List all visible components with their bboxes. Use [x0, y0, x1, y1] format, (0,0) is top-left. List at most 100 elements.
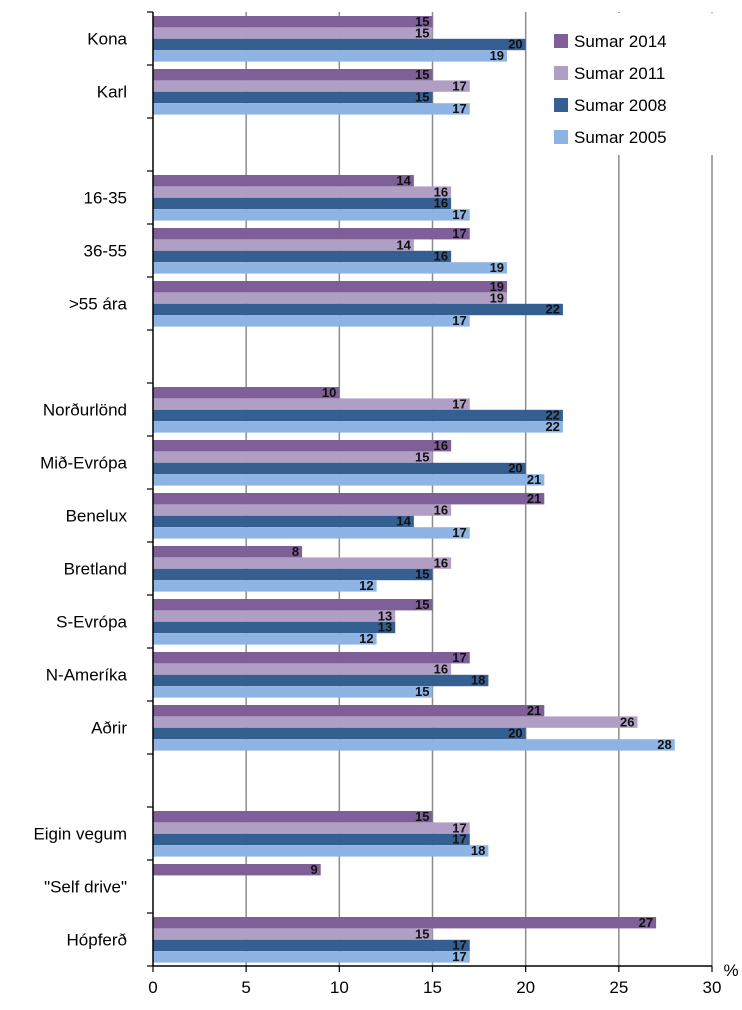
legend-label: Sumar 2008	[574, 96, 667, 115]
x-tick-label: 25	[609, 978, 628, 997]
bar-value-label: 17	[452, 650, 466, 665]
gridlines	[245, 12, 713, 966]
legend-swatch	[554, 98, 568, 112]
x-axis-ticks: 0 5 10 15 20 25 30	[148, 978, 721, 997]
bar-value-label: 17	[452, 820, 466, 835]
bar-value-label: 12	[359, 578, 373, 593]
bar-value-label: 22	[545, 419, 559, 434]
bar	[153, 504, 452, 516]
bar-value-label: 19	[490, 290, 504, 305]
bar-value-label: 19	[490, 260, 504, 275]
x-tick-label: 5	[241, 978, 250, 997]
category-labels: Kona Karl 16-35 36-55 >55 ára Norðurlönd Mið-E…	[33, 30, 127, 950]
bar-value-label: 17	[452, 938, 466, 953]
bar-value-label: 15	[415, 67, 429, 82]
bar-value-label: 22	[545, 408, 559, 423]
bar-value-label: 17	[452, 101, 466, 116]
bar-value-label: 17	[452, 525, 466, 540]
bar	[153, 38, 526, 51]
x-tick-label: 0	[148, 978, 157, 997]
bar-value-label: 16	[434, 502, 448, 517]
bar-value-label: 21	[527, 491, 541, 506]
bar-value-label: 17	[452, 313, 466, 328]
bar	[153, 822, 470, 834]
x-tick-label: 30	[703, 978, 722, 997]
bar	[153, 250, 452, 263]
bar	[153, 833, 470, 846]
bar-value-label: 8	[292, 544, 299, 559]
bar	[153, 474, 545, 486]
bar	[153, 610, 396, 622]
x-tick-label: 15	[423, 978, 442, 997]
bar-value-label: 18	[471, 843, 485, 858]
category-label: Norðurlönd	[43, 401, 127, 420]
bar	[153, 80, 470, 92]
category-label: >55 ára	[69, 295, 128, 314]
bar-value-label: 16	[434, 438, 448, 453]
category-label: Benelux	[66, 507, 128, 526]
bar-value-label: 27	[639, 915, 653, 930]
bar	[153, 409, 563, 422]
bar	[153, 387, 340, 399]
bar-value-label: 12	[359, 631, 373, 646]
bar-value-label: 13	[378, 620, 392, 635]
bar-value-label: 15	[415, 597, 429, 612]
bar-value-label: 20	[508, 37, 522, 52]
bar-value-label: 15	[415, 90, 429, 105]
bar-value-label: 17	[452, 396, 466, 411]
bar-value-label: 17	[452, 78, 466, 93]
bar	[153, 599, 433, 611]
bar-value-label: 15	[415, 25, 429, 40]
bar-value-label: 15	[415, 14, 429, 29]
legend-swatch	[554, 130, 568, 144]
bar	[153, 739, 675, 751]
bar	[153, 262, 508, 274]
category-label: Kona	[87, 30, 127, 49]
bar-value-label: 28	[657, 737, 671, 752]
bar	[153, 440, 452, 452]
bar	[153, 686, 433, 698]
bar	[153, 175, 414, 187]
category-label: 36-55	[84, 242, 127, 261]
bar-value-label: 16	[434, 184, 448, 199]
bar-value-label: 15	[415, 926, 429, 941]
category-label: S-Evrópa	[56, 613, 127, 632]
bar-value-label: 26	[620, 714, 634, 729]
bar-value-label: 14	[396, 173, 411, 188]
bar-value-label: 21	[527, 472, 541, 487]
bar-value-label: 21	[527, 703, 541, 718]
category-label: 16-35	[84, 189, 127, 208]
legend-background	[541, 13, 713, 155]
legend-label: Sumar 2005	[574, 128, 667, 147]
bar	[153, 281, 508, 293]
bar-value-label: 16	[434, 661, 448, 676]
bar	[153, 103, 470, 115]
bar-value-label: 19	[490, 48, 504, 63]
bar	[153, 557, 452, 569]
bar	[153, 951, 470, 963]
category-label: Karl	[97, 83, 127, 102]
legend-label: Sumar 2011	[574, 64, 665, 83]
category-label: Mið-Evrópa	[40, 454, 127, 473]
x-tick-label: 10	[330, 978, 349, 997]
bar-value-label: 17	[452, 949, 466, 964]
legend-swatch	[554, 66, 568, 80]
bar-value-label: 15	[415, 449, 429, 464]
legend-swatch	[554, 34, 568, 48]
bar	[153, 16, 433, 28]
bar	[153, 27, 433, 39]
bar	[153, 811, 433, 823]
bar-value-label: 20	[508, 461, 522, 476]
bar-value-label: 14	[396, 237, 411, 252]
bar	[153, 917, 657, 929]
bar	[153, 633, 377, 645]
x-axis-unit-label: %	[723, 961, 738, 980]
bar	[153, 303, 563, 316]
bar	[153, 939, 470, 952]
bar	[153, 580, 377, 592]
bar-value-label: 22	[545, 302, 559, 317]
bar	[153, 462, 526, 475]
bar	[153, 239, 414, 251]
bar-value-label: 17	[452, 226, 466, 241]
bar	[153, 197, 452, 210]
